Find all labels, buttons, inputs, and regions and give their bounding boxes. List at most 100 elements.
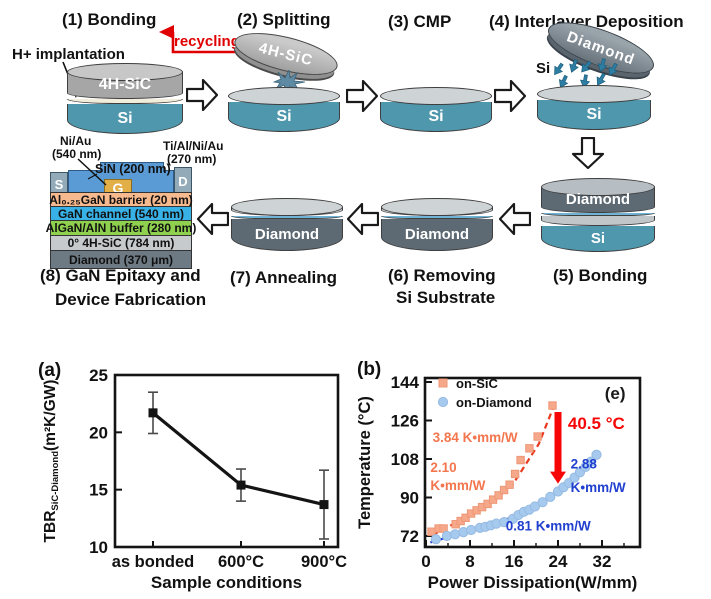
ti-al-ni-au-label: Ti/Al/Ni/Au	[163, 139, 224, 153]
wafer-step3: Si	[380, 87, 492, 132]
svg-text:2.10: 2.10	[430, 460, 456, 475]
wafer-step7: Diamond	[231, 198, 343, 251]
svg-text:K•mm/W: K•mm/W	[430, 478, 485, 493]
step3-title: (3) CMP	[388, 12, 452, 31]
svg-text:40.5 °C: 40.5 °C	[568, 414, 625, 433]
channel-label: GaN channel (540 nm)	[57, 206, 185, 221]
wafer-cap	[380, 87, 492, 105]
svg-text:90: 90	[400, 489, 419, 508]
svg-text:900°C: 900°C	[301, 553, 347, 571]
ni-au-label: Ni/Au	[60, 134, 92, 148]
step6-label-line2: Si Substrate	[396, 288, 496, 307]
svg-text:108: 108	[391, 450, 419, 469]
barrier-label: Al₀.₂₅GaN barrier (20 nm)	[49, 192, 193, 207]
wafer-step6: Diamond	[381, 198, 493, 251]
flow-arrow-right-icon	[346, 80, 378, 112]
svg-text:as bonded: as bonded	[112, 553, 195, 571]
step1-title: (1) Bonding	[62, 10, 157, 29]
svg-text:16: 16	[505, 552, 524, 571]
diamond-label: Diamond (370 μm)	[68, 252, 174, 267]
svg-text:on-Diamond: on-Diamond	[456, 395, 532, 410]
svg-text:K•mm/W: K•mm/W	[571, 480, 626, 495]
si-interlayer	[541, 216, 655, 226]
layer-si: Si	[228, 102, 340, 132]
svg-text:TBRSiC-Diamond(m²K/GW): TBRSiC-Diamond(m²K/GW)	[42, 380, 61, 543]
svg-text:600°C: 600°C	[218, 553, 264, 571]
svg-text:10: 10	[89, 538, 108, 557]
layer-diamond-label: Diamond	[404, 226, 470, 243]
svg-text:0: 0	[421, 552, 430, 571]
si-atoms-label: Si	[536, 60, 551, 77]
tilted-sic-label: 4H-SiC	[257, 39, 315, 69]
h-implantation-label: H+ implantation	[12, 46, 125, 63]
recycling-arrow-icon	[159, 25, 240, 54]
svg-text:Power Dissipation(W/mm): Power Dissipation(W/mm)	[428, 573, 638, 592]
wafer-step1: 4H-SiC Si	[67, 63, 183, 134]
sin-label: SiN (200 nm)	[95, 162, 171, 176]
wafer-step4: Si	[537, 85, 651, 130]
step6-label: (6) Removing	[388, 266, 496, 285]
ni-au-thickness-label: (540 nm)	[52, 147, 102, 161]
svg-text:20: 20	[89, 423, 108, 442]
ti-al-ni-au-thickness-label: (270 nm)	[167, 152, 217, 166]
layer-si: Si	[67, 104, 183, 134]
buffer-label: AlGaN/AlN buffer (280 nm)	[45, 221, 197, 235]
layer-si: Si	[537, 100, 651, 130]
flow-arrow-right-icon	[494, 80, 526, 112]
sin-ledge	[100, 162, 164, 172]
layer-diamond: Diamond	[231, 219, 343, 251]
svg-text:8: 8	[465, 552, 474, 571]
device-layer-channel: GaN channel (540 nm)	[50, 206, 192, 221]
wafer-cap	[541, 178, 655, 196]
svg-text:25: 25	[89, 366, 108, 385]
flow-arrow-down-icon	[572, 137, 604, 169]
svg-text:2.88: 2.88	[571, 457, 598, 472]
recycling-label: recycling	[174, 33, 240, 50]
layer-si-label: Si	[117, 109, 133, 127]
svg-text:(a): (a)	[38, 360, 61, 381]
step8-label: (8) GaN Epitaxy and	[40, 266, 201, 285]
svg-text:144: 144	[391, 373, 420, 392]
gate-electrode: G	[104, 179, 132, 196]
layer-diamond: Diamond	[381, 219, 493, 251]
svg-text:72: 72	[400, 527, 419, 546]
step7-label: (7) Annealing	[230, 268, 338, 287]
svg-text:(b): (b)	[357, 359, 381, 380]
svg-text:32: 32	[593, 552, 612, 571]
svg-text:Temperature (°C): Temperature (°C)	[356, 396, 374, 529]
layer-diamond: Diamond	[541, 187, 655, 213]
wafer-step5: Diamond Si	[541, 178, 655, 252]
flow-arrow-right-icon	[186, 79, 218, 111]
layer-si-label: Si	[276, 107, 292, 125]
flow-arrow-left-icon	[499, 203, 531, 235]
device-layer-diamond: Diamond (370 μm)	[50, 250, 192, 269]
layer-diamond-label: Diamond	[254, 226, 320, 243]
layer-si-label: Si	[590, 230, 606, 247]
wafer-cap	[381, 198, 493, 216]
source-label: S	[54, 176, 64, 192]
step4-title: (4) Interlayer Deposition	[489, 12, 684, 31]
svg-text:on-SiC: on-SiC	[456, 376, 498, 391]
layer-diamond-label: Diamond	[565, 191, 631, 208]
step2-title: (2) Splitting	[237, 10, 331, 29]
device-layer-buffer: AlGaN/AlN buffer (280 nm)	[46, 220, 196, 236]
device-layer-sic: 0° 4H-SiC (784 nm)	[50, 235, 192, 251]
step5-label: (5) Bonding	[553, 266, 648, 285]
svg-text:24: 24	[549, 552, 568, 571]
layer-4hsic-label: 4H-SiC	[98, 76, 152, 93]
wafer-cap	[228, 87, 340, 105]
flow-arrow-left-icon	[197, 203, 229, 235]
layer-si-label: Si	[428, 107, 444, 125]
wafer-cap	[537, 85, 651, 103]
gate-label: G	[112, 179, 124, 196]
flow-arrow-left-icon	[347, 203, 379, 235]
wafer-cap	[67, 63, 183, 81]
chart-a-tbr-line-chart: 10 15 20 25 as bonded 600°C 900°C Sample condit…	[38, 360, 347, 592]
svg-text:3.84 K•mm/W: 3.84 K•mm/W	[433, 430, 518, 445]
wafer-cap	[231, 198, 343, 216]
contact-pointer-lines-icon	[77, 158, 107, 186]
svg-text:15: 15	[89, 481, 108, 500]
chart-b-temperature-scatter-chart: 72 90 108 126 144 0 8 16 24 32 Power Dissipation(W…	[356, 359, 642, 592]
step8-label-line2: Device Fabrication	[55, 290, 207, 309]
